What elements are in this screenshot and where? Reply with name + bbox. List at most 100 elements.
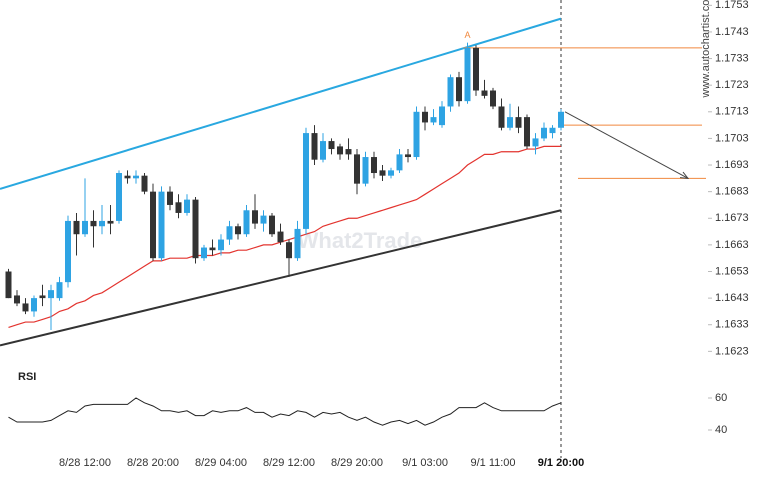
x-tick-label: 8/28 20:00 bbox=[127, 457, 179, 469]
y-tick-label: 1.1683 bbox=[715, 186, 749, 198]
candle-body bbox=[379, 170, 386, 176]
pattern-annotation: A bbox=[464, 30, 470, 40]
x-tick-label: 8/29 04:00 bbox=[195, 457, 247, 469]
candle-body bbox=[498, 106, 505, 128]
candle-body bbox=[73, 220, 80, 235]
candle-body bbox=[31, 298, 37, 312]
candle-body bbox=[447, 77, 454, 107]
y-tick-label: 1.1713 bbox=[715, 106, 749, 118]
x-tick-label: 9/1 11:00 bbox=[470, 457, 515, 469]
candle-body bbox=[116, 173, 122, 221]
rsi-tick-label: 60 bbox=[715, 392, 727, 404]
candle-body bbox=[430, 117, 437, 123]
candle-body bbox=[286, 242, 292, 259]
x-tick-label: 9/1 20:00 bbox=[538, 457, 584, 469]
candle-body bbox=[354, 154, 360, 184]
candle-body bbox=[48, 290, 54, 299]
candle-body bbox=[269, 215, 275, 235]
candle-body bbox=[65, 220, 71, 283]
candle-body bbox=[473, 47, 479, 91]
y-tick-label: 1.1753 bbox=[715, 0, 749, 11]
candle-body bbox=[158, 191, 165, 259]
candle-body bbox=[235, 226, 241, 235]
y-tick-label: 1.1743 bbox=[715, 26, 749, 38]
x-tick-label: 8/29 20:00 bbox=[331, 457, 383, 469]
candle-body bbox=[345, 149, 352, 155]
candle-body bbox=[124, 175, 131, 179]
candle-body bbox=[184, 199, 190, 213]
candle-body bbox=[413, 111, 420, 158]
candle-body bbox=[490, 90, 496, 107]
rsi-tick-label: 40 bbox=[715, 424, 727, 436]
candle-body bbox=[192, 199, 199, 259]
candle-body bbox=[456, 77, 462, 102]
candle-body bbox=[5, 271, 12, 299]
candle-body bbox=[218, 239, 224, 251]
candle-body bbox=[133, 175, 139, 179]
rsi-label: RSI bbox=[18, 371, 36, 383]
candle-body bbox=[201, 247, 207, 259]
candle-body bbox=[311, 133, 318, 160]
candle-body bbox=[320, 141, 326, 160]
candle-body bbox=[515, 117, 522, 128]
x-tick-label: 8/28 12:00 bbox=[59, 457, 111, 469]
y-tick-label: 1.1643 bbox=[715, 292, 749, 304]
y-tick-label: 1.1693 bbox=[715, 159, 749, 171]
candle-body bbox=[226, 226, 233, 240]
candle-body bbox=[303, 133, 309, 229]
candle-body bbox=[439, 106, 445, 126]
candle-body bbox=[362, 157, 369, 184]
candle-body bbox=[388, 170, 394, 176]
candle-body bbox=[541, 127, 547, 139]
candle-body bbox=[277, 231, 284, 243]
y-tick-label: 1.1663 bbox=[715, 239, 749, 251]
candle-body bbox=[99, 220, 105, 227]
candle-body bbox=[14, 295, 20, 304]
candle-body bbox=[337, 146, 343, 155]
candle-body bbox=[39, 295, 46, 299]
candle-body bbox=[294, 228, 301, 259]
candle-body bbox=[422, 111, 428, 123]
candle-body bbox=[141, 175, 148, 192]
y-tick-label: 1.1623 bbox=[715, 345, 749, 357]
candle-body bbox=[252, 210, 258, 224]
y-tick-label: 1.1673 bbox=[715, 212, 749, 224]
candle-body bbox=[396, 154, 403, 171]
x-tick-label: 9/1 03:00 bbox=[402, 457, 448, 469]
y-tick-label: 1.1733 bbox=[715, 52, 749, 64]
candle-body bbox=[150, 191, 156, 259]
y-tick-label: 1.1723 bbox=[715, 79, 749, 91]
forecast-arrow-head bbox=[679, 171, 690, 179]
candle-body bbox=[507, 117, 513, 128]
candle-body bbox=[532, 138, 539, 147]
moving-average bbox=[8, 145, 561, 328]
candle-body bbox=[167, 191, 173, 205]
forecast-arrow bbox=[564, 111, 689, 179]
channel-lower bbox=[0, 209, 562, 347]
candle-body bbox=[524, 117, 530, 147]
y-tick-label: 1.1653 bbox=[715, 265, 749, 277]
candle-body bbox=[209, 247, 216, 251]
candle-body bbox=[481, 90, 488, 96]
candle-body bbox=[549, 127, 556, 134]
rsi-line bbox=[8, 397, 562, 426]
brand: www.autochartist.com bbox=[700, 0, 712, 98]
y-tick-label: 1.1703 bbox=[715, 132, 749, 144]
candle-body bbox=[260, 215, 267, 224]
y-tick-label: 1.1633 bbox=[715, 319, 749, 331]
candle-body bbox=[56, 282, 63, 299]
candle-body bbox=[371, 157, 377, 174]
candle-body bbox=[328, 141, 335, 150]
candle-body bbox=[22, 303, 29, 312]
candle-body bbox=[107, 220, 114, 224]
x-tick-label: 8/29 12:00 bbox=[263, 457, 315, 469]
candle-body bbox=[464, 47, 471, 102]
candle-body bbox=[82, 220, 88, 235]
candle-body bbox=[90, 220, 97, 227]
candle-body bbox=[558, 111, 564, 128]
candle-body bbox=[243, 210, 250, 235]
candle-body bbox=[405, 154, 411, 158]
candle-body bbox=[175, 202, 182, 213]
